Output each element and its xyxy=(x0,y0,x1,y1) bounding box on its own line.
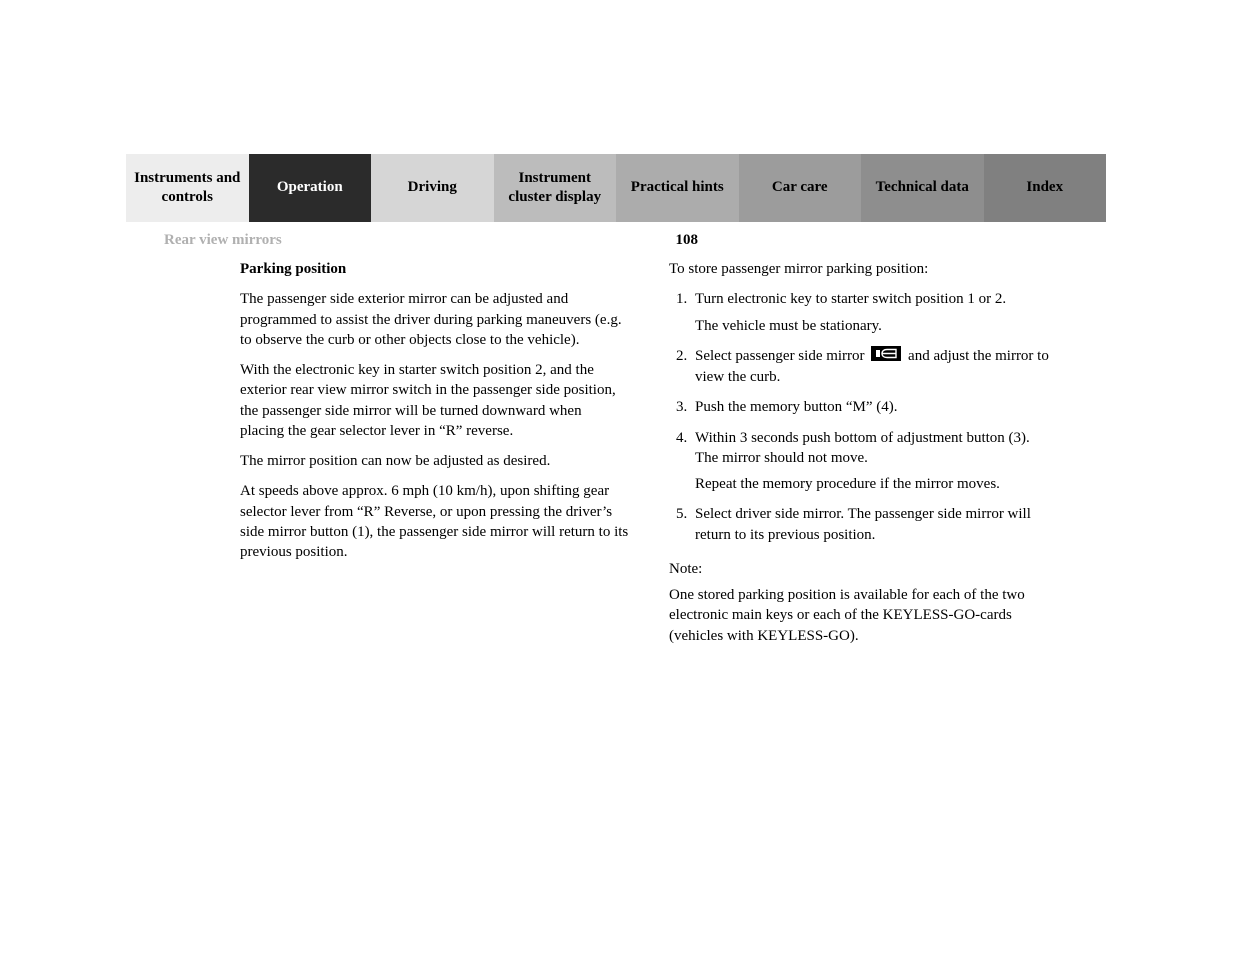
procedure-list: Turn electronic key to starter switch po… xyxy=(669,289,1068,545)
right-column: To store passenger mirror parking positi… xyxy=(669,259,1068,656)
page-number: 108 xyxy=(676,232,699,249)
store-position-intro: To store passenger mirror parking positi… xyxy=(669,259,1068,279)
left-column: Parking position The passenger side exte… xyxy=(240,259,629,656)
step-5-text: Select driver side mirror. The passenger… xyxy=(695,506,1031,542)
left-paragraph-4: At speeds above approx. 6 mph (10 km/h),… xyxy=(240,481,629,562)
parking-position-heading: Parking position xyxy=(240,259,629,279)
step-3-text: Push the memory button “M” (4). xyxy=(695,399,897,415)
left-paragraph-1: The passenger side exterior mirror can b… xyxy=(240,289,629,350)
step-1-text-b: The vehicle must be stationary. xyxy=(695,316,1068,336)
manual-page: Instruments and controls Operation Drivi… xyxy=(126,154,1106,656)
tab-driving[interactable]: Driving xyxy=(371,154,494,222)
section-tab-bar: Instruments and controls Operation Drivi… xyxy=(126,154,1106,222)
content-columns: Parking position The passenger side exte… xyxy=(126,259,1106,656)
tab-technical-data[interactable]: Technical data xyxy=(861,154,984,222)
step-1: Turn electronic key to starter switch po… xyxy=(691,289,1068,336)
page-header-row: Rear view mirrors 108 xyxy=(126,222,1106,259)
step-4: Within 3 seconds push bottom of adjustme… xyxy=(691,428,1068,495)
tab-operation[interactable]: Operation xyxy=(249,154,372,222)
tab-instruments-controls[interactable]: Instruments and controls xyxy=(126,154,249,222)
step-5: Select driver side mirror. The passenger… xyxy=(691,504,1068,545)
step-2-text-before: Select passenger side mirror xyxy=(695,348,868,364)
note-label: Note: xyxy=(669,559,1068,579)
tab-index[interactable]: Index xyxy=(984,154,1107,222)
step-2: Select passenger side mirror and adjust … xyxy=(691,346,1068,388)
note-body: One stored parking position is available… xyxy=(669,585,1068,646)
tab-instrument-cluster-display[interactable]: Instrument cluster display xyxy=(494,154,617,222)
step-4-text-c: Repeat the memory procedure if the mirro… xyxy=(695,474,1068,494)
tab-practical-hints[interactable]: Practical hints xyxy=(616,154,739,222)
left-paragraph-2: With the electronic key in starter switc… xyxy=(240,360,629,441)
left-paragraph-3: The mirror position can now be adjusted … xyxy=(240,451,629,471)
tab-car-care[interactable]: Car care xyxy=(739,154,862,222)
section-subtitle: Rear view mirrors xyxy=(164,232,282,249)
step-4-text-a: Within 3 seconds push bottom of adjustme… xyxy=(695,430,1030,446)
step-1-text-a: Turn electronic key to starter switch po… xyxy=(695,291,1006,307)
passenger-mirror-icon xyxy=(871,346,901,367)
step-3: Push the memory button “M” (4). xyxy=(691,397,1068,417)
step-4-text-b: The mirror should not move. xyxy=(695,450,868,466)
